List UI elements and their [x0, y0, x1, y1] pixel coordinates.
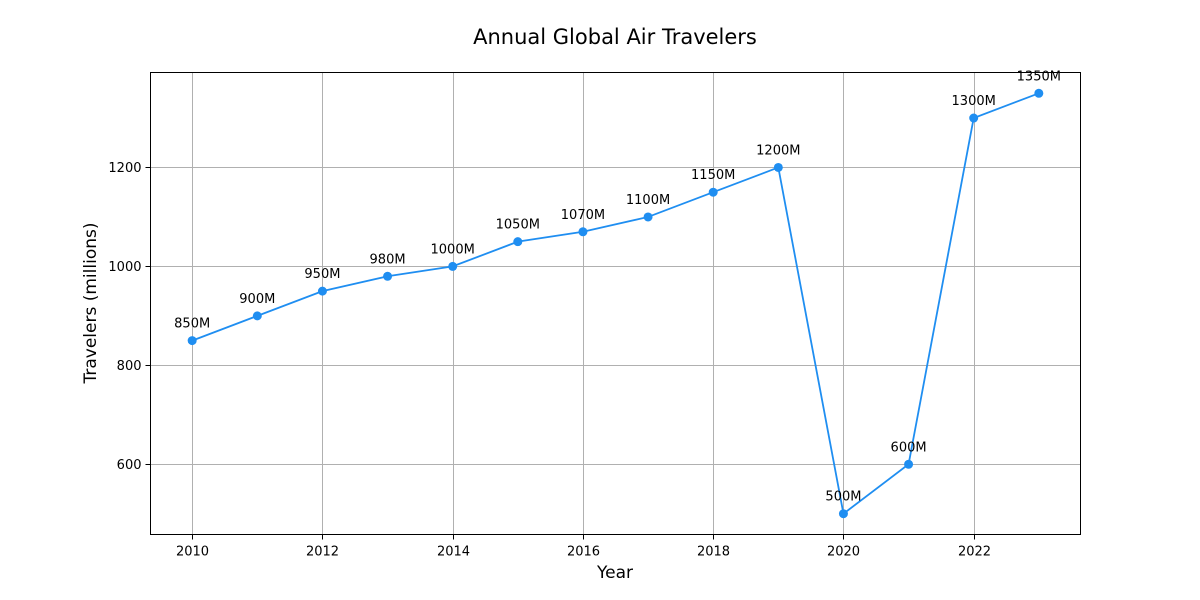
data-point-marker [708, 187, 718, 197]
x-tick-label: 2018 [697, 545, 730, 560]
x-tick-label: 2020 [827, 545, 860, 560]
data-point-marker [578, 227, 588, 237]
y-axis-ticks: 600 800 1000 1200 [108, 161, 151, 473]
y-tick-label: 600 [117, 458, 142, 473]
data-label: 1050M [496, 218, 540, 233]
y-tick-label: 800 [117, 359, 142, 374]
x-tick-label: 2010 [176, 545, 209, 560]
data-point-marker [317, 286, 327, 296]
x-tick-label: 2022 [958, 545, 991, 560]
data-point-marker [1034, 88, 1044, 98]
chart-title: Annual Global Air Travelers [473, 25, 757, 49]
plot-frame [150, 72, 1081, 535]
y-axis-label: Travelers (millions) [81, 223, 101, 385]
data-point-marker [187, 336, 197, 346]
data-label: 1070M [561, 208, 605, 223]
data-point-marker [838, 509, 848, 519]
data-point-marker [383, 271, 393, 281]
data-label: 1150M [691, 168, 735, 183]
data-label: 1300M [952, 94, 996, 109]
data-label: 500M [825, 490, 861, 505]
data-point-marker [252, 311, 262, 321]
data-label: 980M [370, 252, 406, 267]
x-tick-label: 2012 [306, 545, 339, 560]
x-tick-label: 2014 [437, 545, 470, 560]
data-label: 1100M [626, 193, 670, 208]
grid-lines [150, 72, 1081, 535]
data-labels: 850M 900M 950M 980M 1000M 1050M 1070M 1100M 1150… [174, 69, 1061, 504]
y-tick-label: 1200 [108, 161, 141, 176]
data-label: 1350M [1017, 69, 1061, 84]
data-label: 600M [891, 440, 927, 455]
data-point-marker [904, 459, 914, 469]
x-tick-label: 2016 [567, 545, 600, 560]
data-point-marker [448, 261, 458, 271]
data-label: 850M [174, 317, 210, 332]
data-point-marker [773, 162, 783, 172]
data-label: 1000M [431, 242, 475, 257]
data-point-marker [969, 113, 979, 123]
data-label: 1200M [756, 143, 800, 158]
data-label: 950M [304, 267, 340, 282]
x-axis-label: Year [596, 563, 633, 583]
series-line [191, 92, 1040, 516]
data-point-marker [643, 212, 653, 222]
x-axis-ticks: 2010 2012 2014 2016 2018 2020 2022 [176, 534, 991, 560]
series-layer [187, 88, 1044, 519]
data-point-marker [513, 237, 523, 247]
data-label: 900M [239, 292, 275, 307]
y-tick-label: 1000 [108, 260, 141, 275]
